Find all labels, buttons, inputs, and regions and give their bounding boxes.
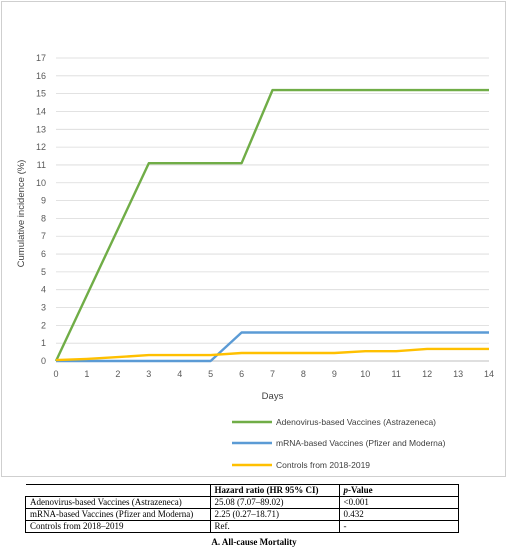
legend-label-2: mRNA-based Vaccines (Pfizer and Moderna) <box>276 438 446 448</box>
x-tick-label: 4 <box>177 369 182 379</box>
y-tick-label: 8 <box>41 213 46 223</box>
row-hazard-ratio: 2.25 (0.27–18.71) <box>209 508 340 521</box>
y-tick-label: 14 <box>36 106 46 116</box>
header-p-italic: p <box>343 485 349 495</box>
y-tick-label: 5 <box>41 267 46 277</box>
y-tick-label: 15 <box>36 89 46 99</box>
y-tick-label: 16 <box>36 71 46 81</box>
row-p-value: - <box>338 520 459 533</box>
series-line-2 <box>56 331 489 363</box>
x-tick-label: 9 <box>332 369 337 379</box>
table-row: Controls from 2018–2019 Ref. - <box>25 520 459 533</box>
y-axis-title: Cumulative incidence (%) <box>16 160 27 268</box>
table-row: mRNA-based Vaccines (Pfizer and Moderna)… <box>25 508 459 521</box>
legend: Adenovirus-based Vaccines (Astrazeneca) m… <box>232 417 446 470</box>
x-tick-label: 14 <box>484 369 494 379</box>
row-p-value: <0.001 <box>338 496 459 509</box>
x-tick-label: 1 <box>84 369 89 379</box>
row-hazard-ratio: Ref. <box>209 520 340 533</box>
y-tick-label: 0 <box>41 356 46 366</box>
series-lines <box>54 88 489 363</box>
series-line-3 <box>55 347 489 362</box>
y-tick-label: 11 <box>37 160 46 170</box>
header-p-value: p-Value <box>338 484 459 497</box>
table-header-row: Hazard ratio (HR 95% CI) p-Value <box>25 484 459 497</box>
y-tick-label: 9 <box>41 196 46 206</box>
y-tick-label: 4 <box>41 285 46 295</box>
x-tick-label: 13 <box>453 369 463 379</box>
legend-label-1: Adenovirus-based Vaccines (Astrazeneca) <box>276 417 436 427</box>
header-p-rest: -Value <box>348 485 373 495</box>
y-tick-label: 13 <box>36 124 46 134</box>
y-tick-label: 6 <box>41 249 46 259</box>
y-tick-label: 12 <box>36 142 46 152</box>
y-tick-label: 1 <box>41 338 46 348</box>
x-axis-title: Days <box>262 391 284 402</box>
row-group: Adenovirus-based Vaccines (Astrazeneca) <box>25 496 211 509</box>
figure-caption: A. All-cause Mortality <box>211 537 297 547</box>
x-tick-label: 12 <box>422 369 432 379</box>
hazard-ratio-table: Hazard ratio (HR 95% CI) p-Value Adenovi… <box>25 484 459 533</box>
row-group: Controls from 2018–2019 <box>25 520 211 533</box>
x-tick-label: 7 <box>270 369 275 379</box>
row-group: mRNA-based Vaccines (Pfizer and Moderna) <box>25 508 211 521</box>
row-p-value: 0.432 <box>338 508 459 521</box>
series-line-1 <box>54 88 489 362</box>
x-tick-label: 2 <box>115 369 120 379</box>
x-tick-label: 10 <box>360 369 370 379</box>
x-tick-label: 11 <box>392 369 401 379</box>
y-tick-label: 17 <box>36 53 46 63</box>
x-tick-label: 0 <box>53 369 58 379</box>
x-tick-label: 5 <box>208 369 213 379</box>
gridlines <box>56 57 489 362</box>
row-hazard-ratio: 25.08 (7.07–89.02) <box>209 496 340 509</box>
header-hazard-ratio: Hazard ratio (HR 95% CI) <box>209 484 340 497</box>
x-tick-label: 3 <box>146 369 151 379</box>
y-tick-label: 10 <box>36 178 46 188</box>
y-tick-label: 7 <box>41 231 46 241</box>
legend-label-3: Controls from 2018-2019 <box>276 460 370 470</box>
y-tick-label: 3 <box>41 303 46 313</box>
y-tick-label: 2 <box>41 320 46 330</box>
header-group-cell <box>25 484 211 497</box>
x-tick-label: 8 <box>301 369 306 379</box>
table-row: Adenovirus-based Vaccines (Astrazeneca) … <box>25 496 459 509</box>
x-tick-label: 6 <box>239 369 244 379</box>
chart-frame <box>1 1 506 477</box>
